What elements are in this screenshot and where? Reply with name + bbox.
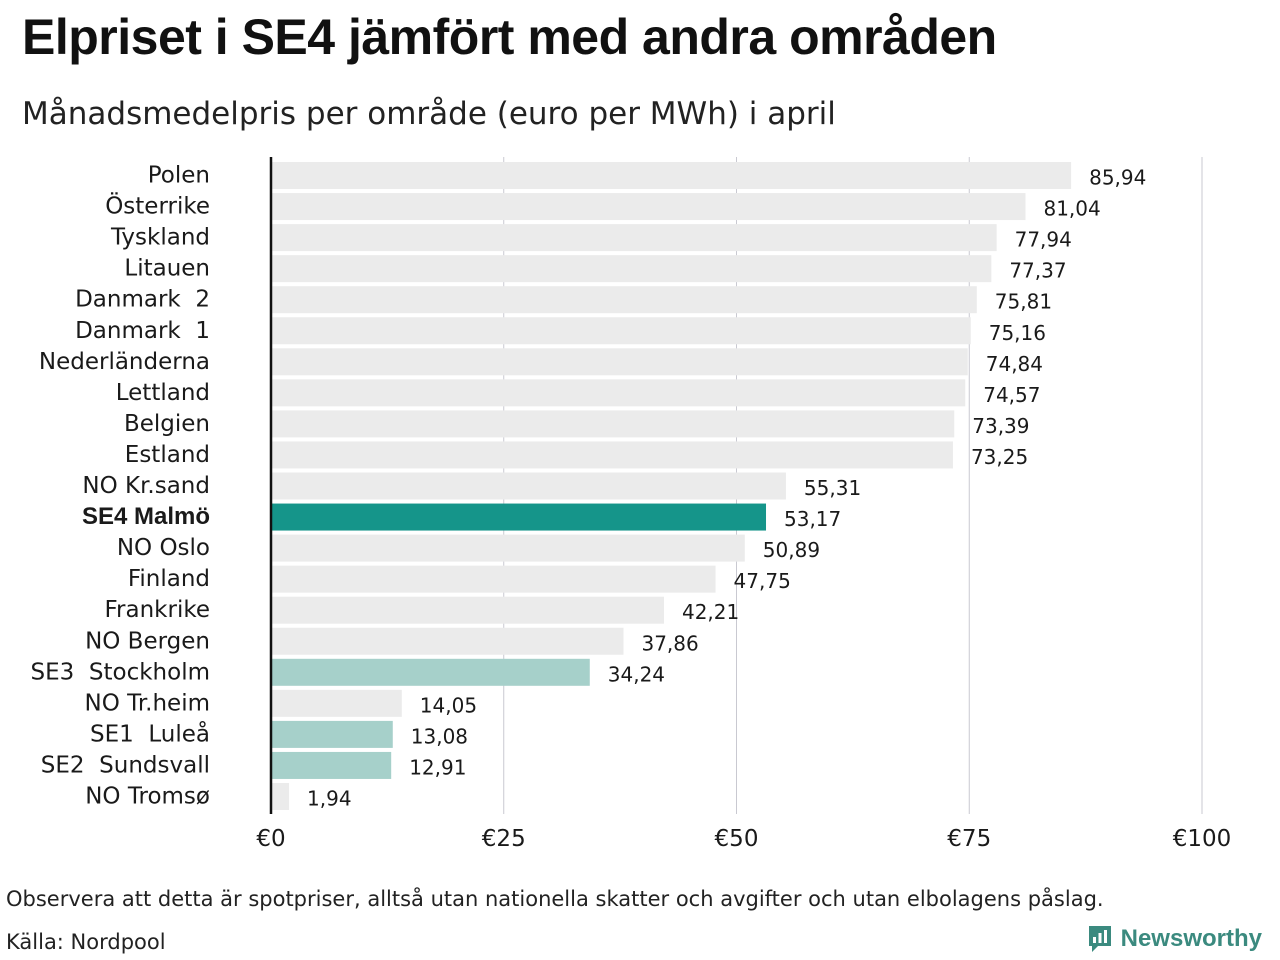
category-label: Danmark 2 bbox=[75, 287, 210, 313]
category-label: NO Oslo bbox=[117, 535, 210, 561]
value-label: 85,94 bbox=[1089, 166, 1146, 190]
bar bbox=[271, 255, 992, 283]
brand-logo: Newsworthy bbox=[1087, 924, 1262, 954]
category-label: SE1 Luleå bbox=[90, 719, 210, 747]
bar bbox=[271, 224, 997, 252]
value-label: 74,57 bbox=[983, 383, 1040, 407]
value-label: 73,25 bbox=[971, 445, 1028, 469]
category-label: NO Kr.sand bbox=[82, 473, 210, 499]
bar bbox=[271, 162, 1072, 189]
bar bbox=[271, 317, 971, 345]
category-label: SE2 Sundsvall bbox=[41, 752, 210, 778]
chart-title: Elpriset i SE4 jämfört med andra områden bbox=[22, 9, 997, 65]
bar bbox=[271, 379, 966, 407]
x-tick-label: €100 bbox=[1173, 826, 1232, 852]
chart-subtitle: Månadsmedelpris per område (euro per MWh… bbox=[22, 96, 836, 132]
bar bbox=[271, 720, 393, 748]
category-label: SE3 Stockholm bbox=[31, 659, 211, 685]
value-label: 42,21 bbox=[682, 600, 739, 624]
x-tick-label: €25 bbox=[482, 826, 526, 852]
value-label: 1,94 bbox=[307, 787, 352, 811]
category-label: Österrike bbox=[105, 192, 210, 220]
value-label: 55,31 bbox=[804, 476, 861, 500]
category-label: Belgien bbox=[124, 411, 210, 437]
category-label: NO Tr.heim bbox=[85, 690, 210, 716]
bar bbox=[271, 751, 392, 779]
category-label: Litauen bbox=[124, 256, 210, 282]
newsworthy-logo-icon bbox=[1088, 926, 1111, 952]
bar bbox=[271, 783, 290, 810]
value-label: 12,91 bbox=[409, 755, 466, 779]
bar bbox=[271, 472, 786, 500]
category-label: Danmark 1 bbox=[75, 318, 210, 344]
x-tick-label: €75 bbox=[947, 826, 991, 852]
bar bbox=[271, 689, 402, 717]
bar-chart: Polen 85,94 Österrike 81,04 Tyskland 77,94 Lit… bbox=[31, 157, 1232, 852]
category-label: Lettland bbox=[116, 380, 210, 406]
value-label: 73,39 bbox=[972, 414, 1029, 438]
bar bbox=[271, 286, 977, 314]
value-label: 14,05 bbox=[420, 693, 477, 717]
x-tick-label: €0 bbox=[256, 826, 285, 852]
category-label: Finland bbox=[128, 566, 210, 592]
category-label: Polen bbox=[148, 163, 210, 189]
value-label: 75,81 bbox=[995, 290, 1052, 314]
bar bbox=[271, 410, 955, 438]
value-label: 50,89 bbox=[763, 538, 820, 562]
value-label: 34,24 bbox=[608, 662, 665, 686]
category-label: Tyskland bbox=[110, 225, 210, 251]
bar bbox=[271, 441, 953, 469]
value-label: 77,37 bbox=[1009, 259, 1066, 283]
category-label: Nederländerna bbox=[39, 349, 210, 375]
category-label: NO Tromsø bbox=[85, 784, 210, 810]
value-label: 75,16 bbox=[989, 321, 1046, 345]
category-label: SE4 Malmö bbox=[82, 503, 210, 530]
category-label: Frankrike bbox=[105, 597, 211, 623]
brand-name: Newsworthy bbox=[1120, 925, 1262, 952]
value-label: 37,86 bbox=[641, 631, 698, 655]
footnote: Observera att detta är spotpriser, allts… bbox=[6, 887, 1104, 911]
x-tick-label: €50 bbox=[715, 826, 759, 852]
bar bbox=[271, 503, 767, 531]
value-label: 47,75 bbox=[734, 569, 791, 593]
bar bbox=[271, 627, 624, 655]
value-label: 77,94 bbox=[1015, 228, 1072, 252]
bar bbox=[271, 193, 1026, 221]
bar bbox=[271, 348, 968, 376]
bar bbox=[271, 596, 664, 624]
source-note: Källa: Nordpool bbox=[6, 930, 166, 954]
bar bbox=[271, 658, 590, 686]
value-label: 74,84 bbox=[986, 352, 1043, 376]
category-label: NO Bergen bbox=[85, 628, 210, 654]
bar bbox=[271, 534, 745, 562]
bar bbox=[271, 565, 716, 593]
value-label: 53,17 bbox=[784, 507, 841, 531]
category-label: Estland bbox=[125, 442, 210, 468]
value-label: 13,08 bbox=[411, 724, 468, 748]
value-label: 81,04 bbox=[1043, 197, 1100, 221]
